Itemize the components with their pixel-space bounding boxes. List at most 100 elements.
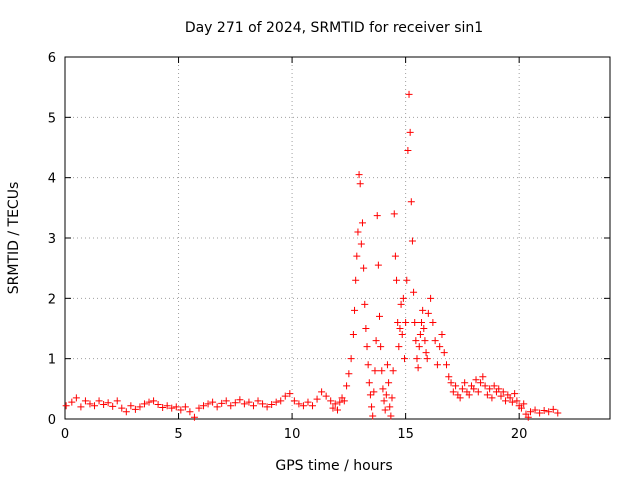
data-point	[479, 373, 487, 381]
data-point	[286, 390, 294, 398]
data-point	[231, 399, 239, 407]
data-point	[304, 398, 312, 406]
data-point	[351, 306, 359, 314]
data-point	[277, 397, 285, 405]
axis-ticks: 0 5 10 15 20 0 1 2 3 4 5 6	[48, 51, 610, 442]
data-point	[511, 390, 519, 398]
data-point	[150, 397, 158, 405]
data-point	[109, 402, 117, 410]
data-point	[421, 337, 429, 345]
data-point	[423, 355, 431, 363]
data-point	[186, 408, 194, 416]
data-point	[290, 397, 298, 405]
data-point	[477, 379, 485, 387]
data-point	[502, 397, 510, 405]
data-point	[415, 343, 423, 351]
data-point	[499, 388, 507, 396]
data-point	[427, 294, 435, 302]
data-point	[68, 398, 76, 406]
data-point	[356, 180, 364, 188]
data-point	[388, 394, 396, 402]
data-point	[389, 367, 397, 375]
data-point	[127, 402, 135, 410]
data-point	[531, 406, 539, 414]
data-point	[465, 391, 473, 399]
data-point	[364, 361, 372, 369]
data-point	[429, 318, 437, 326]
data-point	[407, 198, 415, 206]
y-tick-label: 4	[48, 172, 56, 187]
data-point	[461, 379, 469, 387]
data-point	[318, 388, 326, 396]
data-point	[385, 379, 393, 387]
data-point	[249, 402, 257, 410]
data-points	[62, 90, 562, 421]
data-point	[418, 318, 426, 326]
data-point	[495, 385, 503, 393]
data-point	[414, 364, 422, 372]
data-point	[100, 401, 108, 409]
data-point	[218, 399, 226, 407]
y-tick-label: 1	[48, 353, 56, 368]
grid	[65, 57, 610, 419]
data-point	[508, 398, 516, 406]
data-point	[391, 252, 399, 260]
data-point	[362, 325, 370, 332]
data-point	[481, 382, 489, 390]
data-point	[376, 312, 384, 320]
y-tick-label: 3	[48, 232, 56, 247]
data-point	[431, 337, 439, 345]
data-point	[433, 361, 441, 369]
data-point	[163, 402, 171, 410]
data-point	[377, 343, 385, 351]
data-point	[366, 391, 374, 399]
data-point	[369, 412, 377, 420]
data-point	[383, 361, 391, 369]
data-point	[358, 219, 366, 227]
data-point	[490, 382, 498, 390]
data-point	[113, 397, 121, 405]
data-point	[281, 392, 289, 400]
data-point	[386, 403, 394, 411]
data-point	[474, 388, 482, 396]
data-point	[209, 398, 217, 406]
data-point	[410, 288, 418, 296]
data-point	[181, 403, 189, 411]
data-point	[62, 402, 70, 410]
data-point	[436, 343, 444, 351]
y-tick-label: 6	[48, 51, 56, 66]
data-point	[438, 331, 446, 339]
data-point	[403, 276, 411, 284]
data-point	[122, 408, 130, 416]
data-point	[394, 318, 402, 326]
data-point	[402, 318, 410, 326]
data-point	[154, 401, 162, 409]
data-point	[331, 400, 339, 408]
data-point	[486, 385, 494, 393]
data-point	[405, 90, 413, 98]
data-point	[213, 403, 221, 411]
data-point	[131, 405, 139, 413]
data-point	[540, 407, 548, 415]
data-point	[506, 394, 514, 402]
chart-title: Day 271 of 2024, SRMTID for receiver sin…	[185, 20, 483, 36]
data-point	[360, 264, 368, 272]
data-point	[536, 409, 544, 417]
data-point	[513, 397, 521, 405]
data-point	[520, 400, 528, 408]
data-point	[406, 128, 414, 136]
data-point	[327, 397, 335, 405]
data-point	[240, 400, 248, 408]
data-point	[456, 394, 464, 402]
data-point	[104, 399, 112, 407]
data-point	[86, 400, 94, 408]
data-point	[445, 373, 453, 381]
data-point	[393, 276, 401, 284]
data-point	[159, 404, 167, 412]
data-point	[497, 392, 505, 400]
data-point	[404, 147, 412, 155]
data-point	[81, 397, 89, 405]
data-point	[399, 294, 407, 302]
data-point	[313, 395, 321, 403]
data-point	[374, 261, 382, 269]
